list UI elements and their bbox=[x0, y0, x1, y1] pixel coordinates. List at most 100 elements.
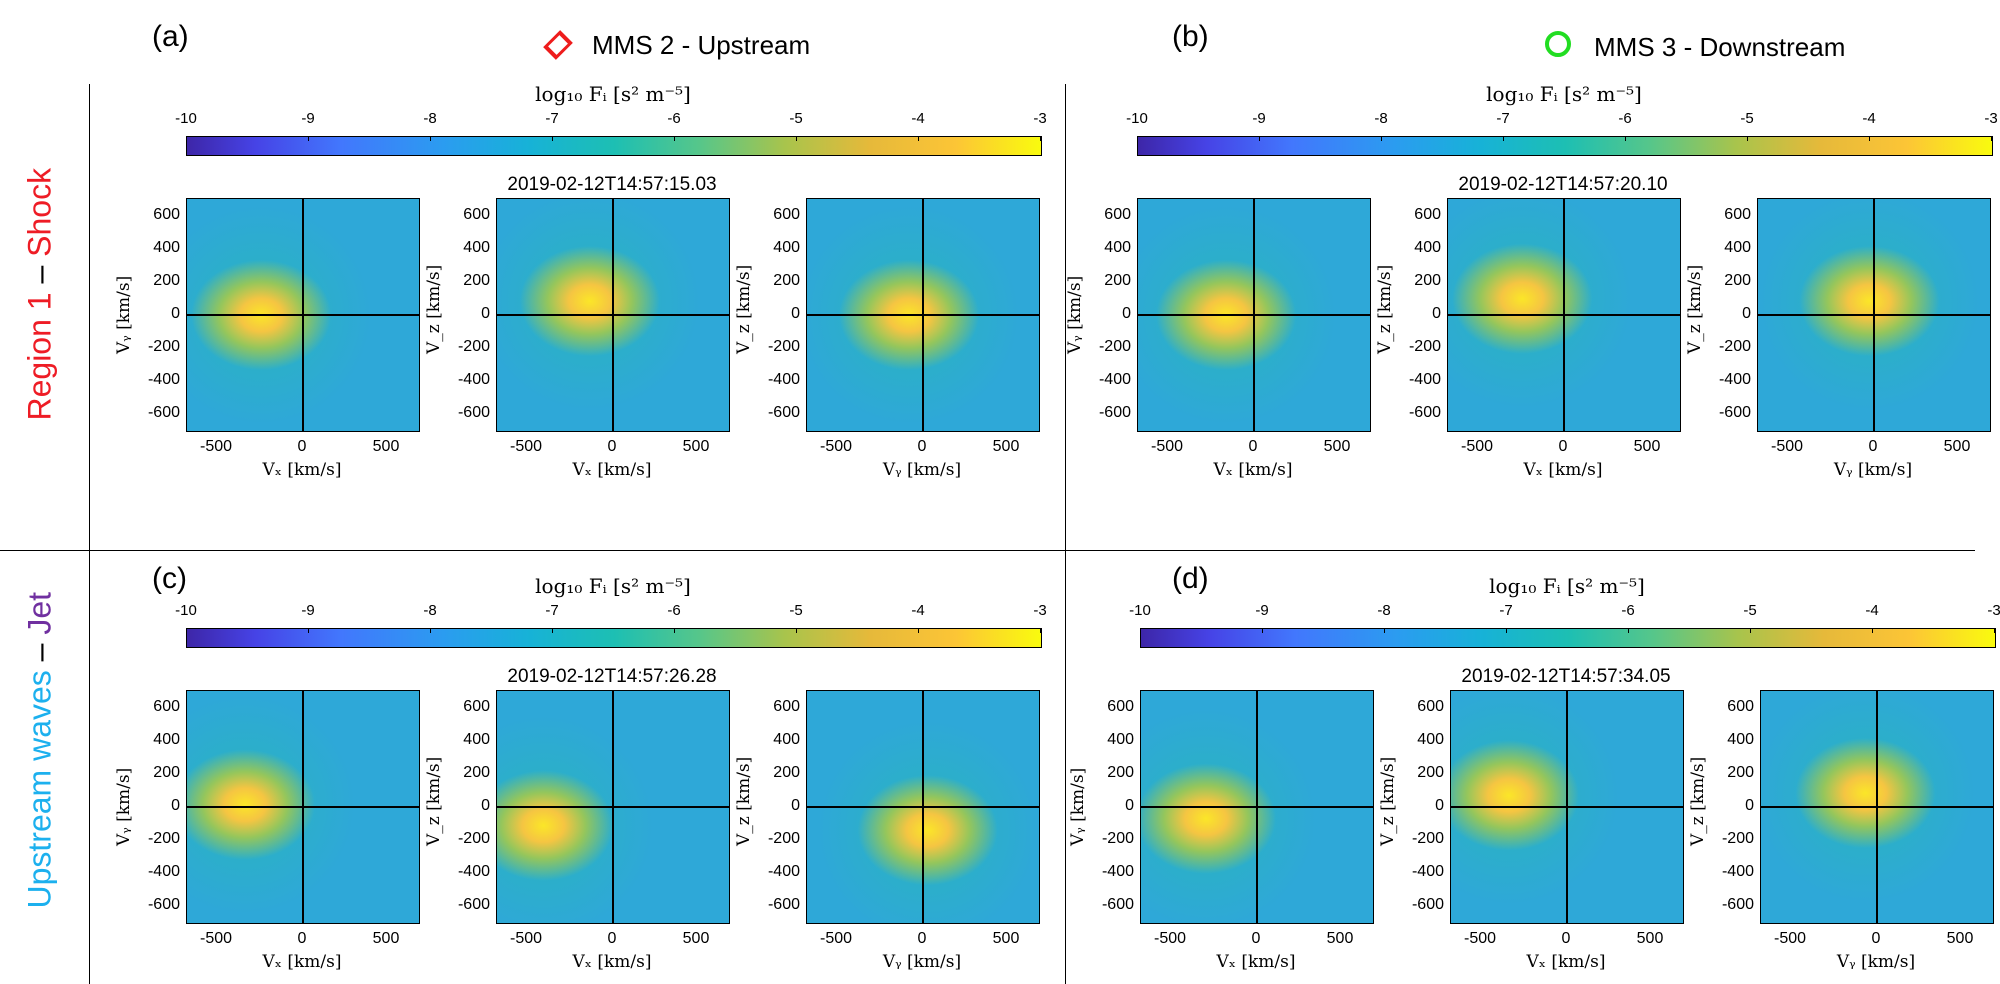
velocity-distribution-plot bbox=[1760, 690, 1994, 924]
colorbar-tick-label: -8 bbox=[423, 110, 437, 127]
velocity-distribution-plot bbox=[186, 690, 420, 924]
colorbar-tick-label: -9 bbox=[1255, 602, 1269, 619]
zero-axis-horizontal bbox=[1448, 314, 1680, 316]
colorbar-tick bbox=[1991, 136, 1992, 141]
upstream-marker-icon bbox=[543, 30, 573, 60]
y-tick-label: -600 bbox=[767, 896, 800, 913]
x-tick-label: 500 bbox=[992, 930, 1020, 947]
x-tick-label: -500 bbox=[1150, 438, 1184, 455]
zero-axis-horizontal bbox=[807, 314, 1039, 316]
colorbar-title: log₁₀ Fᵢ [s² m⁻⁵] bbox=[535, 574, 691, 598]
colorbar-tick bbox=[1506, 628, 1507, 633]
y-tick-label: -400 bbox=[1101, 863, 1134, 880]
y-tick-label: -400 bbox=[147, 371, 180, 388]
colorbar-tick bbox=[430, 136, 431, 141]
colorbar-tick bbox=[1750, 628, 1751, 633]
colorbar-tick-label: -9 bbox=[301, 602, 315, 619]
panel-timestamp: 2019-02-12T14:57:20.10 bbox=[1458, 174, 1668, 195]
y-tick-label: 600 bbox=[1724, 206, 1751, 223]
y-tick-label: 600 bbox=[1107, 698, 1134, 715]
colorbar-tick bbox=[1137, 136, 1138, 141]
colorbar-tick-label: -9 bbox=[1252, 110, 1266, 127]
y-tick-label: -400 bbox=[1411, 863, 1444, 880]
x-tick-label: 500 bbox=[682, 930, 710, 947]
y-tick-label: -400 bbox=[1408, 371, 1441, 388]
colorbar-tick bbox=[1625, 136, 1626, 141]
y-tick-label: 600 bbox=[1104, 206, 1131, 223]
colorbar-tick-label: -7 bbox=[1496, 110, 1510, 127]
y-tick-label: 200 bbox=[463, 764, 490, 781]
y-tick-label: 400 bbox=[1104, 239, 1131, 256]
x-tick-label: -500 bbox=[1153, 930, 1187, 947]
colorbar-tick-label: -7 bbox=[545, 110, 559, 127]
legend-downstream: MMS 3 - Downstream bbox=[1594, 32, 1846, 62]
y-tick-label: 0 bbox=[171, 305, 180, 322]
x-tick-label: 500 bbox=[1946, 930, 1974, 947]
x-tick-label: -500 bbox=[819, 438, 853, 455]
colorbar-tick bbox=[186, 628, 187, 633]
x-tick-label: 500 bbox=[992, 438, 1020, 455]
colorbar-tick-label: -4 bbox=[911, 110, 925, 127]
row-label-region2: Upstream waves – Jet bbox=[21, 591, 58, 909]
colorbar-tick bbox=[674, 136, 675, 141]
row-label-region1: Region 1 – Shock bbox=[21, 167, 58, 421]
colorbar-tick bbox=[430, 628, 431, 633]
x-axis-label: Vₓ [km/s] bbox=[1526, 952, 1606, 972]
y-tick-label: -400 bbox=[457, 371, 490, 388]
y-tick-label: 600 bbox=[773, 206, 800, 223]
colorbar-tick-label: -5 bbox=[789, 602, 803, 619]
y-tick-label: -600 bbox=[457, 404, 490, 421]
x-axis-label: Vₓ [km/s] bbox=[1213, 460, 1293, 480]
colorbar-tick-label: -3 bbox=[1984, 110, 1998, 127]
colorbar-tick-label: -8 bbox=[1377, 602, 1391, 619]
x-tick-label: 0 bbox=[917, 438, 927, 455]
velocity-distribution-plot bbox=[1137, 198, 1371, 432]
y-tick-label: 0 bbox=[1745, 797, 1754, 814]
colorbar-tick bbox=[918, 136, 919, 141]
y-tick-label: -600 bbox=[147, 404, 180, 421]
colorbar-tick bbox=[1994, 628, 1995, 633]
x-tick-label: 500 bbox=[682, 438, 710, 455]
y-tick-label: 200 bbox=[773, 764, 800, 781]
y-tick-label: 0 bbox=[1432, 305, 1441, 322]
y-tick-label: -600 bbox=[1411, 896, 1444, 913]
velocity-distribution-plot bbox=[1140, 690, 1374, 924]
y-axis-label: V_z [km/s] bbox=[734, 756, 754, 846]
y-tick-label: 0 bbox=[1435, 797, 1444, 814]
colorbar bbox=[1137, 136, 1993, 156]
y-tick-label: 200 bbox=[463, 272, 490, 289]
y-tick-label: -400 bbox=[1718, 371, 1751, 388]
y-tick-label: 600 bbox=[1727, 698, 1754, 715]
divider-center bbox=[1065, 84, 1066, 984]
downstream-marker-icon bbox=[1545, 31, 1571, 57]
x-tick-label: 0 bbox=[297, 438, 307, 455]
y-tick-label: -200 bbox=[457, 338, 490, 355]
panel-label-b: (b) bbox=[1172, 20, 1209, 53]
x-axis-label: Vₓ [km/s] bbox=[572, 460, 652, 480]
y-tick-label: -600 bbox=[767, 404, 800, 421]
x-tick-label: 500 bbox=[1323, 438, 1351, 455]
velocity-distribution-plot bbox=[496, 690, 730, 924]
y-tick-label: 200 bbox=[1727, 764, 1754, 781]
x-tick-label: -500 bbox=[1460, 438, 1494, 455]
y-tick-label: 200 bbox=[1724, 272, 1751, 289]
y-tick-label: 0 bbox=[481, 797, 490, 814]
y-tick-label: 400 bbox=[463, 239, 490, 256]
x-tick-label: 0 bbox=[1868, 438, 1878, 455]
y-tick-label: -400 bbox=[767, 863, 800, 880]
y-tick-label: 0 bbox=[1742, 305, 1751, 322]
y-tick-label: 0 bbox=[1125, 797, 1134, 814]
x-tick-label: 0 bbox=[917, 930, 927, 947]
y-tick-label: 600 bbox=[463, 206, 490, 223]
y-tick-label: -200 bbox=[1098, 338, 1131, 355]
zero-axis-horizontal bbox=[1138, 314, 1370, 316]
x-tick-label: 0 bbox=[1558, 438, 1568, 455]
zero-axis-horizontal bbox=[497, 314, 729, 316]
x-tick-label: 500 bbox=[1943, 438, 1971, 455]
x-axis-label: Vᵧ [km/s] bbox=[1836, 952, 1916, 972]
zero-axis-horizontal bbox=[187, 806, 419, 808]
zero-axis-horizontal bbox=[187, 314, 419, 316]
colorbar-tick bbox=[308, 628, 309, 633]
colorbar-tick-label: -6 bbox=[667, 110, 681, 127]
colorbar-tick bbox=[1869, 136, 1870, 141]
